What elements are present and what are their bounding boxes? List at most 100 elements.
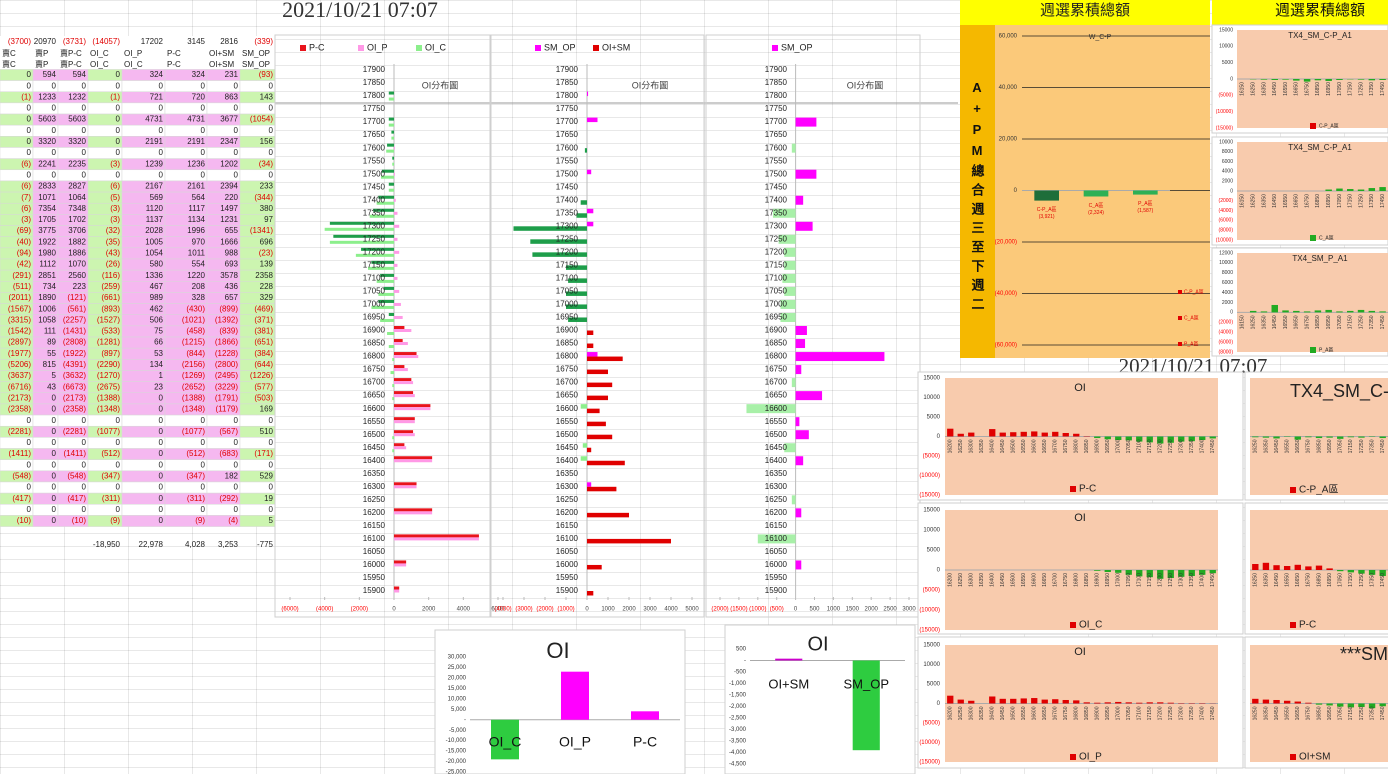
x-tick-label: (500) <box>770 607 784 613</box>
table-cell: (311) <box>102 494 120 503</box>
bar <box>1379 79 1386 80</box>
legend-label: OI_P <box>1079 752 1102 763</box>
y-tick-label: 17500 <box>556 169 579 178</box>
table-cell: 0 <box>159 104 164 113</box>
y-tick-label: (40,000) <box>995 291 1017 297</box>
table-cell: 0 <box>269 416 274 425</box>
x-tick-label: 17350 <box>1369 573 1375 587</box>
y-tick-label: 17600 <box>363 143 386 152</box>
bar <box>1357 189 1365 191</box>
bar <box>1041 432 1048 437</box>
x-tick-label: 17450 <box>1380 706 1386 720</box>
y-tick-label: 16900 <box>556 326 579 335</box>
table-cell: (533) <box>101 327 120 336</box>
x-tick-label: 16550 <box>1021 439 1027 453</box>
table-cell: 3320 <box>38 137 56 146</box>
table-cell: 0 <box>159 516 164 525</box>
bar <box>775 658 803 661</box>
table-cell: 0 <box>269 505 274 514</box>
table-cell: (2800) <box>215 360 238 369</box>
x-tick-label: 16500 <box>1011 706 1017 720</box>
x-tick-label: 16950 <box>1105 706 1111 720</box>
bar <box>784 443 796 453</box>
legend-swatch <box>1178 290 1182 294</box>
x-tick-label: 16350 <box>1263 439 1269 453</box>
bar <box>1125 570 1132 575</box>
y-tick-label: 16000 <box>765 560 788 569</box>
bar <box>329 240 394 244</box>
table-cell: 696 <box>260 237 274 246</box>
x-tick-label: 2000 <box>422 607 436 613</box>
bar <box>1294 564 1301 570</box>
y-tick-label: 17650 <box>556 130 579 139</box>
bar <box>394 446 407 450</box>
x-tick-label: 17450 <box>1380 573 1386 587</box>
y-tick-label: 20,000 <box>999 137 1018 143</box>
bar <box>1273 436 1280 439</box>
y-tick-label: 15900 <box>556 586 579 595</box>
legend-swatch <box>535 45 541 51</box>
x-tick-label: OI+SM <box>768 676 809 691</box>
bar <box>780 312 796 322</box>
x-tick-label: 16350 <box>979 573 985 587</box>
table-cell: (897) <box>101 349 120 358</box>
bar <box>1146 570 1153 578</box>
table-cell: 1134 <box>188 215 206 224</box>
table-cell: 0 <box>82 148 87 157</box>
table-cell: 1006 <box>38 304 56 313</box>
table-cell: 988 <box>225 249 239 258</box>
y-tick-label: -1,500 <box>729 693 747 699</box>
bar <box>386 149 394 153</box>
bar <box>513 226 587 231</box>
table-cell: (2281) <box>8 427 31 436</box>
table-cell: OI+SM <box>209 49 234 58</box>
table-cell: 0 <box>52 405 57 414</box>
x-tick-label: 17150 <box>1147 439 1153 453</box>
table-cell: (6716) <box>8 382 31 391</box>
bar <box>1271 79 1278 80</box>
bar <box>388 117 394 121</box>
bar <box>1260 311 1268 313</box>
table-cell: 7348 <box>68 204 86 213</box>
table-cell: 223 <box>73 282 87 291</box>
bar <box>388 123 394 127</box>
bar <box>1031 698 1038 704</box>
legend-label: SM_OP <box>544 42 576 52</box>
y-tick-label: 16900 <box>765 326 788 335</box>
x-tick-label: 16850 <box>1316 706 1322 720</box>
legend-label: OI+SM <box>1299 752 1330 763</box>
table-cell: 233 <box>260 182 274 191</box>
table-cell: (116) <box>102 271 120 280</box>
bar <box>587 421 606 427</box>
bar <box>1293 79 1300 81</box>
data-label: (1,587) <box>1137 208 1153 214</box>
table-cell: 156 <box>260 137 274 146</box>
x-tick-label: 16950 <box>1105 439 1111 453</box>
x-tick-label: 17000 <box>1116 573 1122 587</box>
bar <box>1293 310 1300 313</box>
table-cell: 0 <box>269 148 274 157</box>
x-tick-label: 17050 <box>1337 82 1343 96</box>
table-cell: 0 <box>52 516 57 525</box>
x-tick-label: 17050 <box>1126 573 1132 587</box>
bar <box>1303 311 1311 313</box>
y-tick-label: 15900 <box>363 586 386 595</box>
bar <box>1157 570 1164 579</box>
table-cell: (512) <box>101 449 120 458</box>
bar <box>1104 570 1111 572</box>
table-cell: (3731) <box>63 37 86 46</box>
table-cell: 7354 <box>38 204 56 213</box>
table-cell: (10) <box>72 516 87 525</box>
x-tick-label: 17300 <box>1179 439 1185 453</box>
x-tick-label: 17300 <box>1179 706 1185 720</box>
table-cell: (2173) <box>8 393 31 402</box>
y-tick-label: 17900 <box>363 65 386 74</box>
bar <box>394 329 412 332</box>
table-cell: (3) <box>110 204 120 213</box>
table-cell: 0 <box>159 405 164 414</box>
bar <box>394 511 433 515</box>
table-cell: 0 <box>52 494 57 503</box>
bar <box>568 317 587 322</box>
bar <box>1326 568 1333 570</box>
chart-frame <box>724 624 916 774</box>
